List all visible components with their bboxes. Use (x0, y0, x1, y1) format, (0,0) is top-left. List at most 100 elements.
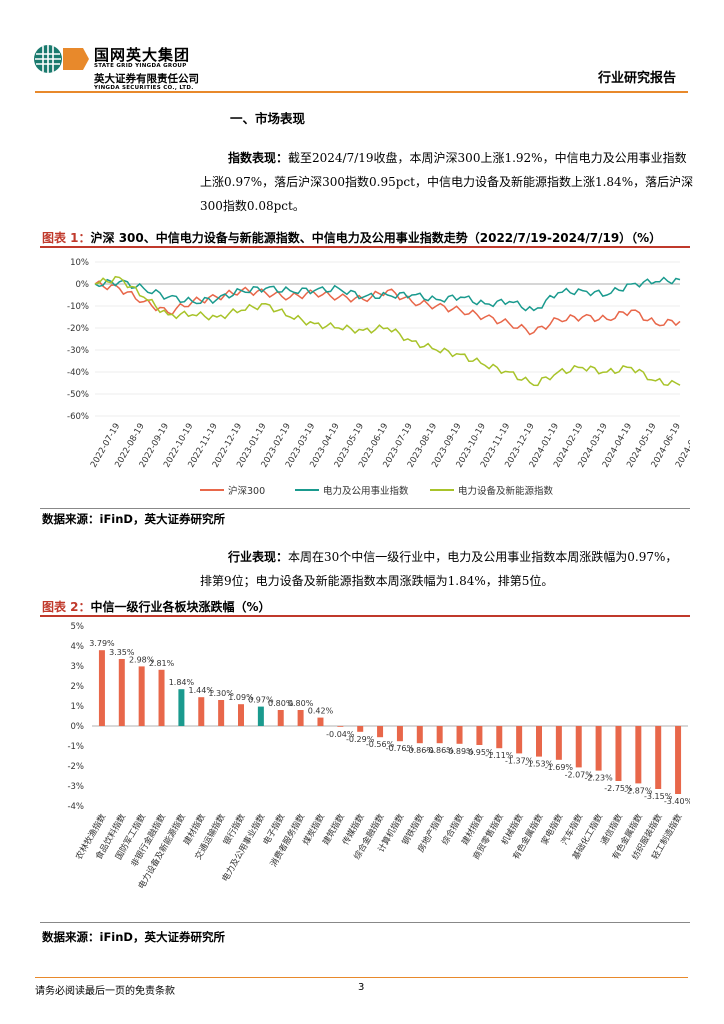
legend-label: 沪深300 (228, 485, 265, 497)
data-label: -2.23% (584, 774, 613, 783)
figure1-caption: 沪深 300、中信电力设备与新能源指数、中信电力及公用事业指数走势（2022/7… (90, 231, 662, 245)
data-label: -3.40% (664, 797, 690, 806)
data-label: 2.98% (129, 655, 155, 664)
data-label: -3.15% (644, 792, 673, 801)
bar (635, 726, 642, 784)
data-label: 2.81% (149, 659, 175, 668)
y-tick-label: -50% (67, 390, 89, 400)
report-type: 行业研究报告 (597, 71, 676, 86)
bar (158, 669, 165, 726)
figure2-rule (40, 615, 690, 617)
y-tick-label: 4% (71, 642, 85, 652)
figure1-rule (40, 246, 690, 248)
bar (555, 726, 562, 760)
bar (138, 666, 145, 726)
data-label: 3.35% (109, 648, 135, 657)
data-label: -2.87% (624, 786, 653, 795)
y-tick-label: -3% (67, 782, 84, 792)
figure1-label: 图表 1： (42, 231, 91, 245)
bar (575, 726, 582, 768)
figure2-label: 图表 2： (42, 600, 91, 614)
y-tick-label: 10% (70, 258, 89, 268)
data-label: -0.56% (366, 740, 395, 749)
company-logo (34, 45, 89, 73)
data-label: -2.75% (604, 784, 633, 793)
bar (118, 659, 125, 726)
y-tick-label: 2% (71, 682, 85, 692)
series-line (94, 280, 681, 336)
bar (436, 726, 443, 744)
bar (496, 726, 503, 749)
org-name-cn: 国网英大集团 (94, 46, 191, 64)
data-label: -0.86% (406, 746, 435, 755)
data-label: 0.42% (308, 707, 334, 716)
data-label: -0.89% (445, 747, 474, 756)
figure1-bottom-rule (40, 508, 690, 509)
y-tick-label: -30% (67, 346, 89, 356)
data-label: -0.76% (386, 744, 415, 753)
y-tick-label: 1% (71, 702, 85, 712)
y-tick-label: -2% (67, 762, 84, 772)
bar (396, 726, 403, 742)
y-tick-label: 3% (71, 662, 85, 672)
data-label: 0.97% (248, 696, 274, 705)
figure2-bottom-rule (40, 922, 690, 923)
bar (277, 710, 284, 726)
paragraph-industry-performance-line1: 行业表现：本周在30个中信一级行业中，电力及公用事业指数本周涨跌幅为0.97%， (228, 545, 677, 569)
data-label: -1.11% (485, 751, 514, 760)
y-tick-label: -60% (67, 412, 89, 422)
data-label: 3.79% (89, 639, 115, 648)
bar (98, 650, 105, 726)
legend-label: 电力设备及新能源指数 (458, 485, 554, 497)
data-label: -1.53% (525, 760, 554, 769)
bar (317, 717, 324, 726)
section-heading: 一、市场表现 (230, 111, 306, 126)
bar (377, 726, 384, 738)
bar (615, 726, 622, 781)
bar (595, 726, 602, 771)
bar (655, 726, 662, 789)
figure2-title: 图表 2：中信一级行业各板块涨跌幅（%） (42, 598, 271, 615)
company-name-cn: 英大证券有限责任公司 (94, 73, 199, 85)
bar (337, 726, 344, 727)
paragraph-text: 截至2024/7/19收盘，本周沪深300上涨1.92%，中信电力及公用事业指数 (288, 151, 687, 165)
legend-label: 电力及公用事业指数 (323, 485, 409, 497)
data-label: 0.80% (288, 699, 314, 708)
bar-chart: 5%4%3%2%1%0%-1%-2%-3%-4%3.79%农林牧渔指数3.35%… (67, 622, 690, 891)
bar (297, 710, 304, 726)
figure2-caption: 中信一级行业各板块涨跌幅（%） (90, 600, 271, 614)
y-tick-label: -10% (67, 302, 89, 312)
paragraph-lead: 指数表现： (228, 151, 289, 165)
data-label: 0.80% (268, 699, 294, 708)
org-name-en: STATE GRID YINGDA GROUP (94, 63, 187, 69)
page-number: 3 (358, 982, 365, 993)
bar (536, 726, 542, 757)
y-tick-label: 0% (76, 280, 90, 290)
paragraph-text: 本周在30个中信一级行业中，电力及公用事业指数本周涨跌幅为0.97%， (288, 550, 678, 564)
figure1-source: 数据来源：iFinD，英大证券研究所 (42, 512, 225, 526)
bar (257, 706, 264, 726)
y-tick-label: -1% (67, 742, 84, 752)
y-tick-label: -40% (67, 368, 89, 378)
y-tick-label: -20% (67, 324, 89, 334)
figure2-source: 数据来源：iFinD，英大证券研究所 (42, 930, 225, 944)
data-label: -1.69% (545, 763, 574, 772)
footer-disclaimer: 请务必阅读最后一页的免责条款 (35, 986, 175, 997)
data-label: 1.84% (169, 678, 195, 687)
data-label: -0.29% (346, 735, 375, 744)
data-label: -0.04% (326, 730, 355, 739)
data-label: -1.37% (505, 756, 534, 765)
bar (456, 726, 463, 744)
y-tick-label: 5% (71, 622, 85, 632)
data-label: 1.09% (228, 693, 254, 702)
bar (675, 726, 682, 794)
paragraph-index-performance-line2: 上涨0.97%，落后沪深300指数0.95pct，中信电力设备及新能源指数上涨1… (200, 175, 694, 189)
bar (516, 726, 523, 754)
paragraph-lead: 行业表现： (228, 550, 289, 564)
paragraph-industry-performance-line2: 排第9位；电力设备及新能源指数本周涨跌幅为1.84%，排第5位。 (200, 574, 554, 588)
company-name-en: YINGDA SECURITIES CO., LTD. (94, 85, 194, 91)
line-chart: 10%0%-10%-20%-30%-40%-50%-60%2022-07-192… (67, 258, 690, 497)
data-label: 1.44% (189, 686, 215, 695)
bar (218, 700, 225, 726)
footer-rule (35, 977, 688, 978)
